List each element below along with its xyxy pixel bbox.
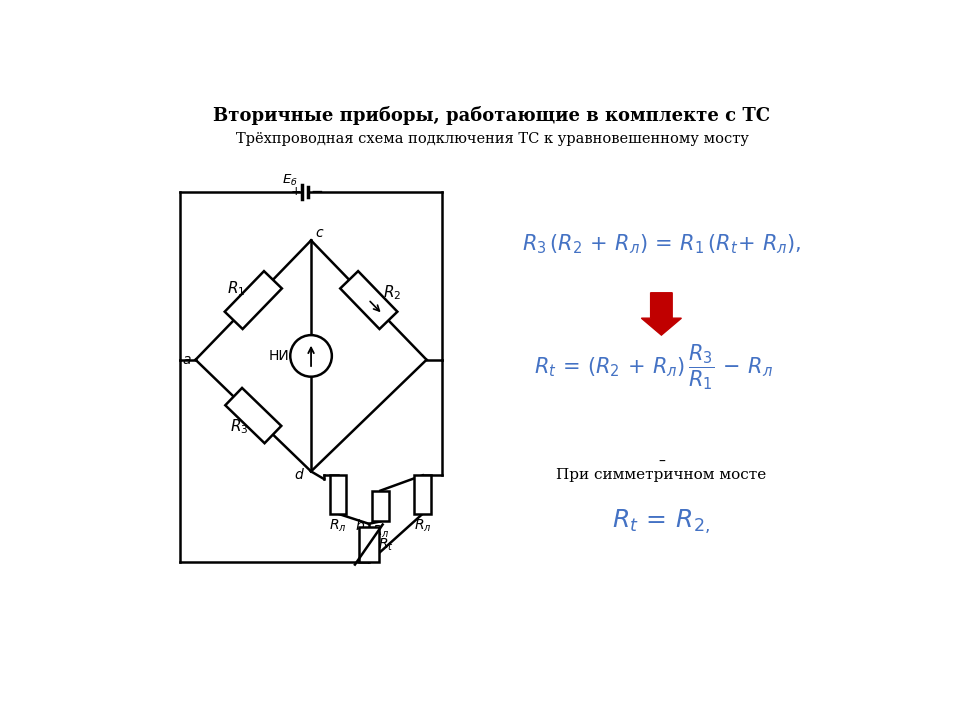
- Text: d: d: [295, 468, 303, 482]
- Text: $R_{л}$: $R_{л}$: [329, 518, 347, 534]
- Text: $R_3\,(R_2\,+\,R_{л})\,=\,R_1\,(R_t\!+\,R_{л}),$: $R_3\,(R_2\,+\,R_{л})\,=\,R_1\,(R_t\!+\,…: [521, 233, 801, 256]
- Text: $R_2$: $R_2$: [383, 283, 401, 302]
- Bar: [359, 527, 379, 562]
- Text: $R_t\,=\,(R_2\,+\,R_{л})\,\dfrac{R_3}{R_1}\,-\,R_{л}$: $R_t\,=\,(R_2\,+\,R_{л})\,\dfrac{R_3}{R_…: [534, 343, 773, 392]
- Text: –: –: [658, 455, 665, 469]
- Text: Трёхпроводная схема подключения ТС к уравновешенному мосту: Трёхпроводная схема подключения ТС к ура…: [235, 132, 749, 145]
- FancyArrow shape: [641, 293, 682, 335]
- Bar: [414, 475, 431, 514]
- Polygon shape: [225, 271, 282, 329]
- Text: c: c: [315, 225, 323, 240]
- Bar: [372, 490, 389, 521]
- Text: $R_1$: $R_1$: [228, 279, 246, 298]
- Text: $R_3$: $R_3$: [230, 418, 249, 436]
- Text: При симметричном мосте: При симметричном мосте: [556, 468, 766, 482]
- Polygon shape: [340, 271, 397, 329]
- Text: $R_t$: $R_t$: [378, 536, 394, 553]
- Text: $E_{б}$: $E_{б}$: [282, 173, 299, 188]
- Circle shape: [290, 335, 332, 377]
- Bar: [329, 475, 347, 514]
- Text: b: b: [355, 519, 364, 533]
- Text: Вторичные приборы, работающие в комплекте с ТС: Вторичные приборы, работающие в комплект…: [213, 106, 771, 125]
- Text: $R_{л}$: $R_{л}$: [372, 524, 389, 541]
- Text: a: a: [182, 353, 190, 366]
- Text: $R_t\,=\,R_{2,}$: $R_t\,=\,R_{2,}$: [612, 508, 710, 536]
- Text: −: −: [311, 184, 324, 199]
- Text: $R_{л}$: $R_{л}$: [414, 518, 431, 534]
- Polygon shape: [226, 388, 281, 444]
- Text: +: +: [290, 184, 301, 197]
- Text: НИ: НИ: [269, 349, 289, 363]
